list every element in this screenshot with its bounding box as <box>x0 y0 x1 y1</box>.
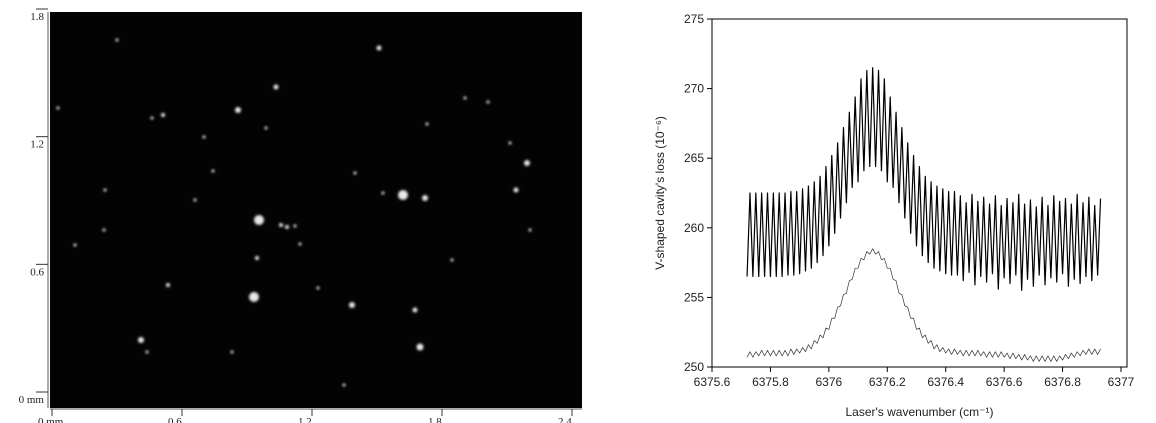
y-tick-label: 260 <box>684 221 704 235</box>
x-tick-label: 6375.6 <box>694 375 731 389</box>
y-tick-label: 0.6 <box>30 266 44 278</box>
y-tick-label: 265 <box>684 151 704 165</box>
x-axis-label: Laser's wavenumber (cm⁻¹) <box>846 405 994 419</box>
x-tick-label: 6376.2 <box>869 375 906 389</box>
x-tick-label: 6376.8 <box>1044 375 1081 389</box>
micrograph <box>50 12 582 408</box>
x-tick-label: 2.4 <box>558 416 572 423</box>
particles <box>56 38 532 387</box>
data-line <box>746 248 1101 362</box>
x-tick-label: 6376.6 <box>986 375 1023 389</box>
x-tick-label: 1.8 <box>428 416 442 423</box>
x-tick-label: 6376.4 <box>927 375 964 389</box>
x-tick-label: 0 mm <box>38 416 64 423</box>
x-tick-label: 6375.8 <box>752 375 789 389</box>
y-tick-label: 1.2 <box>30 139 44 151</box>
y-tick-label: 0 mm <box>19 394 45 406</box>
y-tick-label: 275 <box>684 12 704 26</box>
data-line <box>746 67 1102 292</box>
y-tick-label: 250 <box>684 360 704 374</box>
x-tick-label: 6377 <box>1108 375 1135 389</box>
y-tick-label: 1.8 <box>30 11 44 23</box>
plot-frame <box>711 18 1128 368</box>
x-tick-label: 6376 <box>816 375 843 389</box>
x-tick-label: 0.6 <box>168 416 182 423</box>
y-tick-label: 270 <box>684 82 704 96</box>
x-tick-label: 1.2 <box>298 416 312 423</box>
y-tick-label: 255 <box>684 290 704 304</box>
y-axis-label: V-shaped cavity's loss (10⁻⁶) <box>653 116 667 270</box>
